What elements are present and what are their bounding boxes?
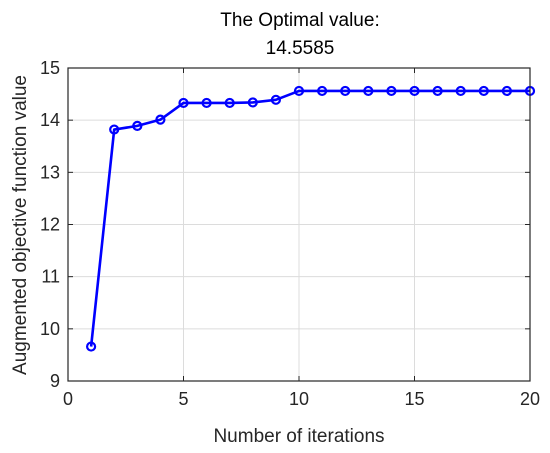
chart-title-line-1: The Optimal value: (220, 10, 379, 31)
y-tick-label: 15 (40, 58, 60, 78)
data-point-marker (501, 85, 512, 97)
data-point-marker (455, 85, 466, 97)
series-layer (85, 85, 536, 352)
data-point-marker (340, 85, 351, 97)
data-point-marker (224, 97, 235, 109)
y-tick-label: 9 (50, 371, 60, 391)
y-tick-label: 13 (40, 162, 60, 182)
data-point-marker (270, 94, 281, 105)
chart-title-line-2: 14.5585 (266, 38, 335, 59)
data-point-marker (85, 341, 97, 352)
x-tick-label: 15 (404, 389, 424, 409)
x-tick-label: 10 (289, 389, 309, 409)
data-point-marker (132, 120, 143, 132)
y-tick-label: 14 (40, 110, 60, 130)
y-tick-label: 10 (40, 319, 60, 339)
data-point-marker (432, 85, 443, 97)
y-axis-label: Augmented objective function value (10, 75, 31, 375)
data-point-marker (178, 97, 189, 109)
y-tick-label: 11 (41, 267, 60, 287)
y-tick-label: 12 (40, 215, 60, 235)
data-point-marker (409, 85, 420, 97)
data-point-marker (478, 85, 489, 97)
x-tick-label: 20 (520, 389, 540, 409)
x-tick-label: 0 (63, 389, 73, 409)
x-axis-label: Number of iterations (213, 426, 384, 447)
data-point-marker (109, 124, 120, 135)
data-point-marker (293, 85, 305, 97)
data-point-marker (363, 85, 374, 97)
data-point-marker (247, 97, 258, 108)
x-tick-label: 5 (178, 389, 188, 409)
data-point-marker (386, 85, 397, 97)
grid-layer (68, 68, 530, 381)
tick-layer: 0 5 10 15 20 9 10 11 12 13 14 15 (40, 58, 540, 409)
data-point-marker (201, 97, 212, 109)
data-point-marker (317, 85, 328, 97)
data-point-marker (155, 114, 166, 125)
